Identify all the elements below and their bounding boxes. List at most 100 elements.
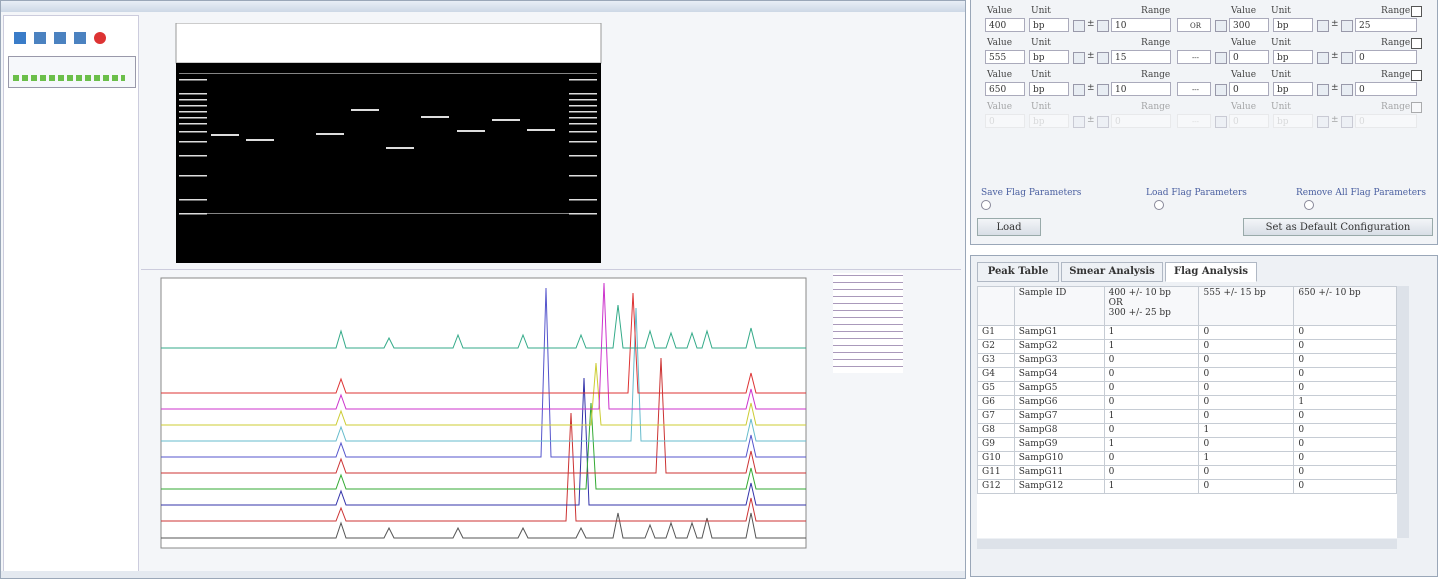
table-container: Sample ID 400 +/- 10 bp OR 300 +/- 25 bp 5… (977, 286, 1397, 538)
unit-input[interactable]: bp (1029, 82, 1069, 96)
value2-input[interactable]: 0 (1229, 82, 1269, 96)
operator-dropdown[interactable] (1215, 84, 1227, 96)
tab[interactable]: Peak Table (977, 262, 1059, 282)
table-cell: 0 (1103, 353, 1200, 368)
unit2-input[interactable]: bp (1273, 50, 1313, 64)
tab[interactable]: Flag Analysis (1165, 262, 1257, 282)
plus-minus: ± (1087, 83, 1095, 93)
operator-dropdown[interactable] (1215, 52, 1227, 64)
pm-dropdown[interactable] (1097, 84, 1109, 96)
range2-input[interactable]: 0 (1355, 50, 1417, 64)
value-input[interactable]: 400 (985, 18, 1025, 32)
table-row[interactable]: G8 SampG8 0 1 0 (977, 423, 1397, 438)
value2-input[interactable]: 0 (1229, 114, 1269, 128)
unit2-dropdown[interactable] (1317, 116, 1329, 128)
operator-dropdown[interactable] (1215, 116, 1227, 128)
value-input[interactable]: 555 (985, 50, 1025, 64)
table-cell: SampG2 (1013, 339, 1105, 354)
unit-dropdown[interactable] (1073, 20, 1085, 32)
table-row[interactable]: G11 SampG11 0 0 0 (977, 465, 1397, 480)
table-row[interactable]: G3 SampG3 0 0 0 (977, 353, 1397, 368)
table-row[interactable]: G9 SampG9 1 0 0 (977, 437, 1397, 452)
unit-dropdown[interactable] (1073, 116, 1085, 128)
range2-input[interactable]: 0 (1355, 114, 1417, 128)
operator-dropdown[interactable] (1215, 20, 1227, 32)
pm2-dropdown[interactable] (1341, 84, 1353, 96)
table-row[interactable]: G1 SampG1 1 0 0 (977, 325, 1397, 340)
range2-input[interactable]: 0 (1355, 82, 1417, 96)
plus-minus: ± (1087, 115, 1095, 125)
operator-input[interactable]: --- (1177, 50, 1211, 64)
table-row[interactable]: G6 SampG6 0 0 1 (977, 395, 1397, 410)
radio[interactable] (981, 200, 991, 210)
value-input[interactable]: 0 (985, 114, 1025, 128)
header-row: Sample ID 400 +/- 10 bp OR 300 +/- 25 bp 5… (977, 286, 1397, 326)
checkbox[interactable] (1411, 102, 1422, 113)
toolbar[interactable] (14, 32, 114, 44)
label: Unit (1031, 38, 1051, 48)
value2-input[interactable]: 300 (1229, 18, 1269, 32)
checkbox[interactable] (1411, 38, 1422, 49)
unit2-input[interactable]: bp (1273, 18, 1313, 32)
table-row[interactable]: G10 SampG10 0 1 0 (977, 451, 1397, 466)
table-row[interactable]: G12 SampG12 1 0 0 (977, 479, 1397, 494)
table-cell: SampG4 (1013, 367, 1105, 382)
pm2-dropdown[interactable] (1341, 20, 1353, 32)
checkbox[interactable] (1411, 70, 1422, 81)
pm-dropdown[interactable] (1097, 52, 1109, 64)
table-row[interactable]: G7 SampG7 1 0 0 (977, 409, 1397, 424)
flag-link[interactable]: Load Flag Parameters (1146, 188, 1247, 198)
table-row[interactable]: G4 SampG4 0 0 0 (977, 367, 1397, 382)
range-input[interactable]: 15 (1111, 50, 1171, 64)
value2-input[interactable]: 0 (1229, 50, 1269, 64)
operator-input[interactable]: OR (1177, 18, 1211, 32)
range2-input[interactable]: 25 (1355, 18, 1417, 32)
unit-input[interactable]: bp (1029, 18, 1069, 32)
pm-dropdown[interactable] (1097, 116, 1109, 128)
v-scrollbar[interactable] (1397, 286, 1409, 538)
pm2-dropdown[interactable] (1341, 116, 1353, 128)
table-cell: SampG11 (1013, 465, 1105, 480)
label: Value (987, 6, 1013, 16)
table-row[interactable]: G2 SampG2 1 0 0 (977, 339, 1397, 354)
unit-dropdown[interactable] (1073, 84, 1085, 96)
radio[interactable] (1154, 200, 1164, 210)
sample-selector[interactable] (8, 56, 136, 88)
label: Unit (1271, 38, 1291, 48)
table-cell: SampG6 (1013, 395, 1105, 410)
unit-dropdown[interactable] (1073, 52, 1085, 64)
range-input[interactable]: 10 (1111, 18, 1171, 32)
unit-input[interactable]: bp (1029, 50, 1069, 64)
h-scrollbar[interactable] (977, 539, 1397, 549)
table-cell: 0 (1103, 423, 1200, 438)
checkbox[interactable] (1411, 6, 1422, 17)
flag-link[interactable]: Save Flag Parameters (981, 188, 1082, 198)
table-cell: 0 (1293, 465, 1397, 480)
default-config-button[interactable]: Set as Default Configuration (1243, 218, 1433, 236)
header-cell: 400 +/- 10 bp OR 300 +/- 25 bp (1103, 286, 1200, 326)
range-input[interactable]: 0 (1111, 114, 1171, 128)
unit2-dropdown[interactable] (1317, 20, 1329, 32)
table-cell: SampG9 (1013, 437, 1105, 452)
operator-input[interactable]: --- (1177, 114, 1211, 128)
load-button[interactable]: Load (977, 218, 1041, 236)
pm2-dropdown[interactable] (1341, 52, 1353, 64)
table-cell: G9 (977, 437, 1015, 452)
tab[interactable]: Smear Analysis (1061, 262, 1163, 282)
unit2-input[interactable]: bp (1273, 114, 1313, 128)
label: Unit (1031, 102, 1051, 112)
table-cell: 0 (1198, 367, 1295, 382)
radio[interactable] (1304, 200, 1314, 210)
unit2-dropdown[interactable] (1317, 84, 1329, 96)
range-input[interactable]: 10 (1111, 82, 1171, 96)
pm-dropdown[interactable] (1097, 20, 1109, 32)
unit-input[interactable]: bp (1029, 114, 1069, 128)
unit2-input[interactable]: bp (1273, 82, 1313, 96)
table-row[interactable]: G5 SampG5 0 0 0 (977, 381, 1397, 396)
table-cell: 0 (1293, 353, 1397, 368)
value-input[interactable]: 650 (985, 82, 1025, 96)
unit2-dropdown[interactable] (1317, 52, 1329, 64)
operator-input[interactable]: --- (1177, 82, 1211, 96)
label: Unit (1031, 70, 1051, 80)
flag-link[interactable]: Remove All Flag Parameters (1296, 188, 1426, 198)
